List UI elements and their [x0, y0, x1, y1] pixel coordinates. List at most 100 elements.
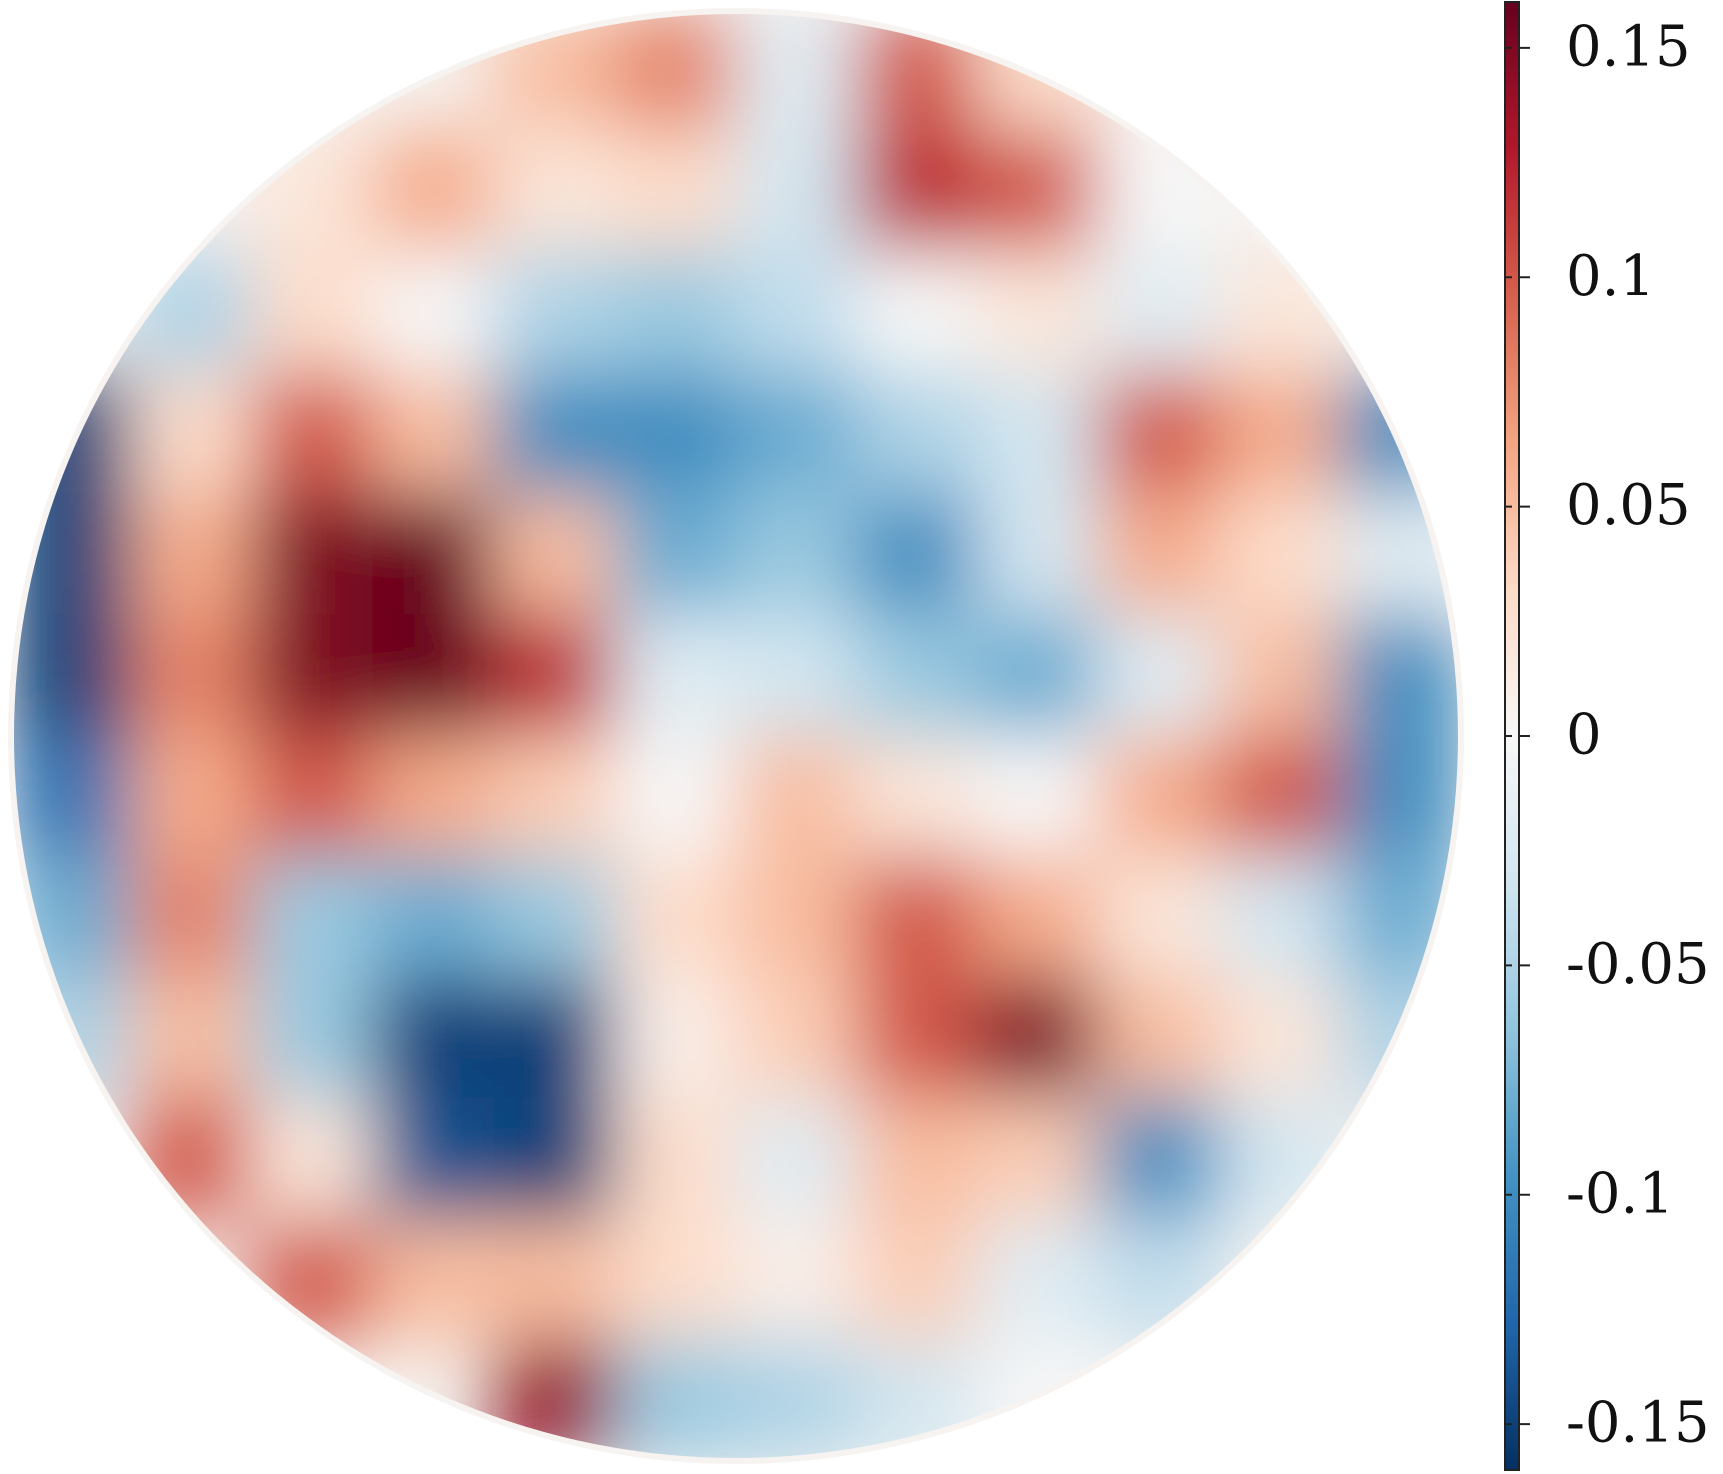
field-cell	[493, 493, 617, 617]
field-cell	[493, 14, 617, 133]
field-cell	[735, 1218, 858, 1342]
field-cell	[493, 735, 617, 858]
field-cell	[976, 1218, 1100, 1342]
field-cell	[372, 372, 496, 496]
field-cell	[251, 493, 375, 617]
field-cell	[855, 976, 979, 1100]
field-cell	[976, 976, 1100, 1100]
field-cell	[735, 130, 858, 254]
field-cell	[14, 855, 133, 979]
field-cell	[735, 1339, 858, 1458]
field-cell	[735, 372, 858, 496]
field-cell	[1339, 493, 1458, 617]
field-cell	[251, 976, 375, 1100]
field-cell	[493, 372, 617, 496]
field-cell	[855, 372, 979, 496]
field-cell	[614, 614, 737, 737]
field-cell	[493, 1339, 617, 1458]
field-cell	[1218, 735, 1342, 858]
field-cell	[976, 614, 1100, 737]
field-cells	[14, 14, 1458, 1458]
field-cell	[1097, 976, 1221, 1100]
field-cell	[614, 855, 737, 979]
field-cell	[14, 493, 133, 617]
field-cell	[372, 976, 496, 1100]
field-cell	[1339, 855, 1458, 979]
field-cell	[614, 1339, 737, 1458]
field	[14, 14, 1458, 1458]
field-cell	[493, 855, 617, 979]
field-cell	[976, 735, 1100, 858]
field-cell	[1218, 614, 1342, 737]
colorbar-ticks: -0.15 -0.1 -0.05 0 0.05 0.1 0.15	[1505, 14, 1710, 1456]
field-cell	[1097, 372, 1221, 496]
field-cell	[1097, 855, 1221, 979]
field-cell	[614, 493, 737, 617]
field-cell	[614, 1097, 737, 1221]
field-cell	[493, 1218, 617, 1342]
field-cell	[614, 251, 737, 375]
field-cell	[1097, 614, 1221, 737]
colorbar-tick-label: 0.15	[1566, 14, 1691, 79]
field-cell	[1097, 493, 1221, 617]
field-cell	[855, 735, 979, 858]
field-cell	[1218, 372, 1342, 496]
field-cell	[735, 976, 858, 1100]
field-cell	[14, 976, 133, 1100]
field-cell	[251, 251, 375, 375]
field-cell	[14, 614, 133, 737]
field-cell	[372, 855, 496, 979]
field-cell	[855, 14, 979, 133]
field-cell	[493, 130, 617, 254]
field-cell	[130, 372, 254, 496]
colorbar-tick-label: 0	[1566, 703, 1602, 768]
field-cell	[251, 735, 375, 858]
field-cell	[1097, 1097, 1221, 1221]
field-cell	[493, 976, 617, 1100]
field-cell	[735, 251, 858, 375]
field-cell	[614, 735, 737, 858]
field-cell	[976, 493, 1100, 617]
field-cell	[1218, 493, 1342, 617]
field-cell	[372, 1218, 496, 1342]
field-cell	[1218, 855, 1342, 979]
field-cell	[855, 1097, 979, 1221]
field-cell	[735, 614, 858, 737]
field-cell	[735, 855, 858, 979]
field-cell	[130, 493, 254, 617]
field-cell	[493, 251, 617, 375]
colorbar-tick-label: 0.05	[1566, 473, 1691, 538]
field-cell	[976, 1339, 1100, 1458]
field-cell	[1339, 372, 1458, 496]
field-cell	[14, 735, 133, 858]
field-cell	[1339, 614, 1458, 737]
field-cell	[614, 1218, 737, 1342]
field-cell	[493, 614, 617, 737]
field-cell	[976, 1097, 1100, 1221]
field-cell	[855, 1218, 979, 1342]
field-cell	[855, 130, 979, 254]
field-cell	[976, 14, 1100, 133]
field-cell	[130, 614, 254, 737]
field-cell	[372, 614, 496, 737]
field-cell	[130, 735, 254, 858]
colorbar-tick-label: -0.15	[1566, 1391, 1710, 1456]
field-cell	[130, 855, 254, 979]
field-cell	[855, 614, 979, 737]
field-cell	[251, 614, 375, 737]
field-cell	[1339, 976, 1458, 1100]
field-cell	[251, 855, 375, 979]
field-cell	[735, 1097, 858, 1221]
colorbar-tick-label: 0.1	[1566, 244, 1655, 309]
colorbar-tick-label: -0.1	[1566, 1161, 1674, 1226]
field-cell	[251, 372, 375, 496]
field-cell	[372, 1097, 496, 1221]
field-cell	[1339, 735, 1458, 858]
field-cell	[855, 251, 979, 375]
field-cell	[614, 130, 737, 254]
colorbar-tick-label: -0.05	[1566, 932, 1710, 997]
field-cell	[735, 493, 858, 617]
field-cell	[14, 372, 133, 496]
field-cell	[976, 372, 1100, 496]
